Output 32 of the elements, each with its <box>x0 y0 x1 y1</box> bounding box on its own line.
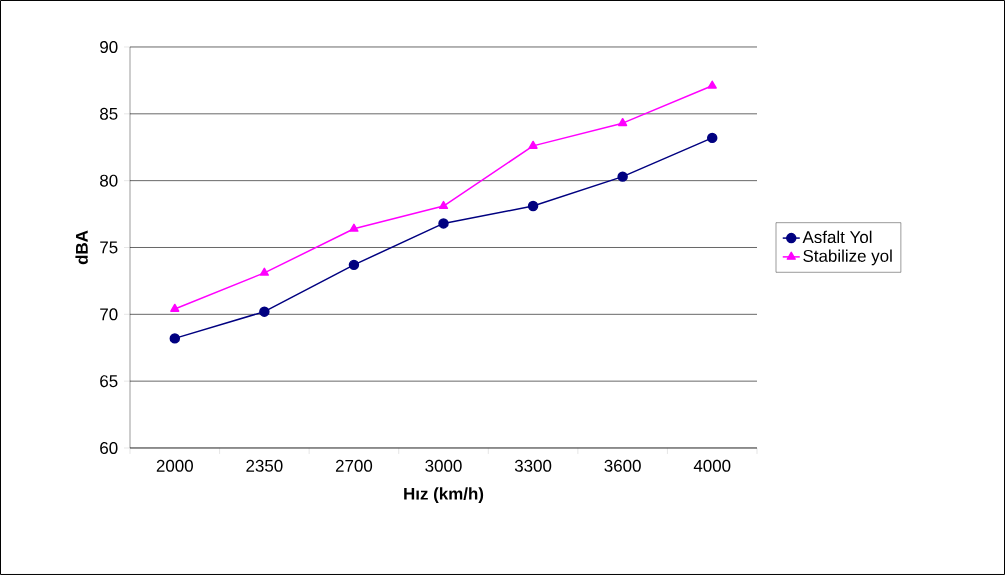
x-tick-label: 2000 <box>156 459 193 472</box>
x-tick-label: 2700 <box>335 459 373 472</box>
x-tick-label: 3600 <box>604 459 641 472</box>
point <box>349 223 359 232</box>
point <box>706 132 718 144</box>
point <box>169 333 181 344</box>
point <box>259 306 270 317</box>
point <box>617 171 628 182</box>
legend-label: Stabilize yol <box>803 249 892 266</box>
x-axis-title: Hız (km/h) <box>404 487 484 504</box>
point <box>707 80 717 89</box>
y-tick-label: 60 <box>100 441 118 454</box>
y-tick-label: 80 <box>100 174 118 187</box>
point <box>528 140 538 149</box>
y-tick-label: 90 <box>100 40 118 53</box>
x-tick-label: 3300 <box>514 459 552 472</box>
point <box>348 259 360 271</box>
y-axis-title: dBA <box>75 230 88 265</box>
legend-label: Asfalt Yol <box>802 230 872 244</box>
y-tick-label: 65 <box>100 375 118 388</box>
y-tick-label: 75 <box>100 241 118 254</box>
x-tick-label: 2350 <box>246 459 283 472</box>
point <box>618 117 628 127</box>
point <box>438 200 449 210</box>
y-tick-label: 70 <box>100 308 118 321</box>
point <box>438 218 449 229</box>
x-tick-label: 3000 <box>425 459 462 472</box>
x-tick-label: 4000 <box>693 459 731 472</box>
point <box>259 267 269 276</box>
point <box>527 200 539 212</box>
point <box>170 303 180 312</box>
y-tick-label: 85 <box>100 107 118 120</box>
